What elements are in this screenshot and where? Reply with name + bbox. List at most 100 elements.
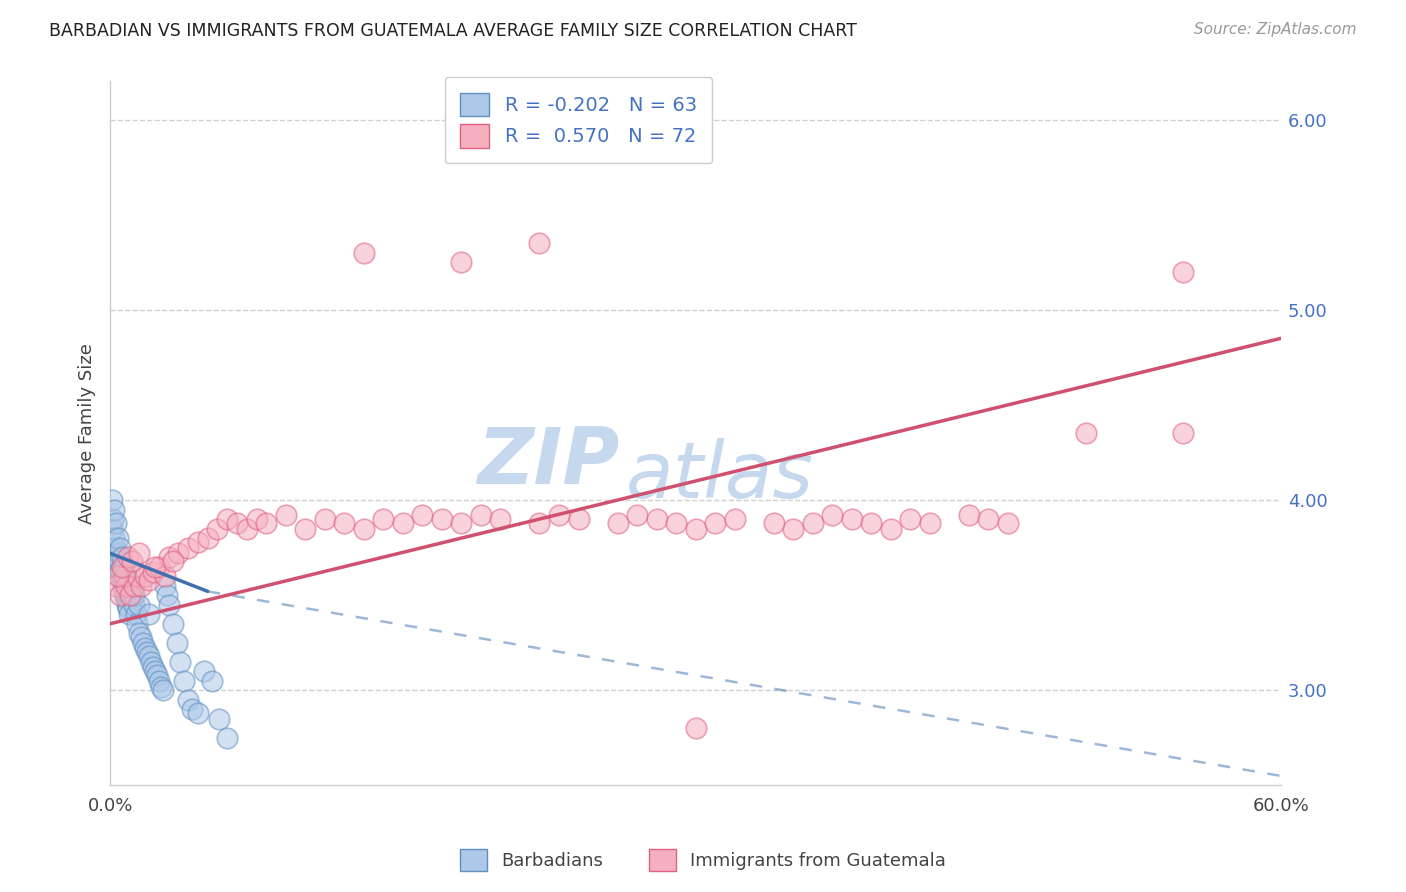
Point [162, 554, 184, 568]
Point [111, 550, 134, 565]
Point [101, 493, 124, 508]
Point [860, 516, 883, 530]
Point [122, 598, 145, 612]
Point [114, 592, 136, 607]
Text: Source: ZipAtlas.com: Source: ZipAtlas.com [1194, 22, 1357, 37]
Point [187, 706, 209, 720]
Point [112, 559, 135, 574]
Point [782, 522, 804, 536]
Point [294, 522, 316, 536]
Point [1173, 265, 1195, 279]
Point [762, 516, 785, 530]
Point [128, 546, 150, 560]
Point [105, 559, 128, 574]
Point [136, 645, 159, 659]
Point [314, 512, 336, 526]
Point [217, 731, 239, 745]
Point [143, 665, 166, 679]
Point [127, 569, 149, 583]
Point [997, 516, 1019, 530]
Point [373, 512, 395, 526]
Point [685, 722, 707, 736]
Point [134, 641, 156, 656]
Point [274, 508, 297, 523]
Point [489, 512, 512, 526]
Point [217, 512, 239, 526]
Point [880, 522, 903, 536]
Point [128, 626, 150, 640]
Point [146, 668, 169, 682]
Point [142, 566, 165, 580]
Point [143, 559, 166, 574]
Point [131, 630, 153, 644]
Point [132, 636, 155, 650]
Point [173, 673, 195, 688]
Point [665, 516, 688, 530]
Point [156, 588, 179, 602]
Point [245, 512, 267, 526]
Point [105, 516, 128, 530]
Point [139, 655, 162, 669]
Point [124, 607, 146, 622]
Point [166, 636, 188, 650]
Y-axis label: Average Family Size: Average Family Size [79, 343, 96, 524]
Point [101, 522, 124, 536]
Point [177, 541, 200, 555]
Point [197, 531, 219, 545]
Point [112, 569, 135, 583]
Point [118, 607, 141, 622]
Point [148, 673, 170, 688]
Point [107, 531, 129, 545]
Point [450, 255, 472, 269]
Point [208, 712, 231, 726]
Point [841, 512, 863, 526]
Point [117, 573, 139, 587]
Point [169, 655, 191, 669]
Point [114, 569, 136, 583]
Point [153, 569, 176, 583]
Point [606, 516, 628, 530]
Point [529, 236, 551, 251]
Point [118, 579, 141, 593]
Point [181, 702, 204, 716]
Point [108, 588, 131, 602]
Point [529, 516, 551, 530]
Point [148, 559, 170, 574]
Point [122, 588, 145, 602]
Point [236, 522, 259, 536]
Point [105, 550, 128, 565]
Point [117, 550, 139, 565]
Point [226, 516, 249, 530]
Point [685, 522, 707, 536]
Legend: Barbadians, Immigrants from Guatemala: Barbadians, Immigrants from Guatemala [453, 842, 953, 879]
Point [193, 665, 215, 679]
Text: BARBADIAN VS IMMIGRANTS FROM GUATEMALA AVERAGE FAMILY SIZE CORRELATION CHART: BARBADIAN VS IMMIGRANTS FROM GUATEMALA A… [49, 22, 858, 40]
Point [153, 579, 176, 593]
Point [103, 531, 125, 545]
Point [103, 502, 125, 516]
Point [138, 649, 160, 664]
Point [918, 516, 941, 530]
Point [111, 573, 134, 587]
Point [128, 598, 150, 612]
Point [704, 516, 727, 530]
Legend: R = -0.202   N = 63, R =  0.570   N = 72: R = -0.202 N = 63, R = 0.570 N = 72 [444, 77, 713, 163]
Point [723, 512, 745, 526]
Point [201, 673, 224, 688]
Point [152, 683, 174, 698]
Point [177, 693, 200, 707]
Point [111, 579, 134, 593]
Point [1074, 426, 1097, 441]
Point [1173, 426, 1195, 441]
Point [121, 588, 143, 602]
Point [115, 598, 138, 612]
Point [821, 508, 844, 523]
Point [801, 516, 824, 530]
Point [127, 616, 149, 631]
Point [353, 245, 375, 260]
Point [626, 508, 648, 523]
Point [107, 546, 129, 560]
Point [122, 579, 145, 593]
Point [157, 550, 180, 565]
Point [110, 569, 132, 583]
